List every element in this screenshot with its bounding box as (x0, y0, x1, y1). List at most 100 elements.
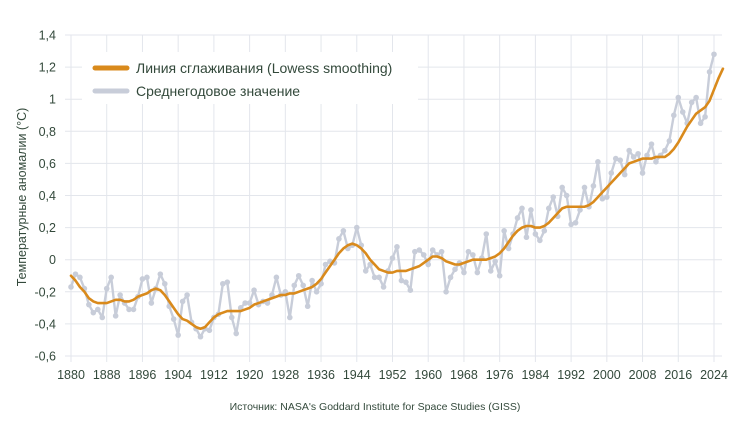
y-tick-label: -0,4 (34, 317, 56, 331)
x-tick-label: 1904 (164, 368, 192, 382)
annual-data-point (206, 327, 213, 334)
annual-data-point (496, 272, 503, 279)
annual-data-point (340, 228, 347, 234)
annual-data-point (461, 269, 467, 276)
y-tick-label: 1,2 (39, 61, 56, 75)
annual-data-point (429, 247, 436, 253)
annual-data-point (537, 237, 543, 244)
annual-data-point (648, 141, 655, 147)
x-tick-label: 1952 (379, 368, 407, 382)
annual-data-point (77, 274, 83, 281)
legend: Линия сглаживания (Lowess smoothing) Сре… (82, 52, 418, 104)
annual-data-point (595, 158, 601, 165)
annual-data-point (309, 277, 315, 284)
annual-data-point (452, 266, 458, 273)
x-tick-label: 2000 (593, 368, 621, 382)
annual-data-point (438, 248, 445, 255)
annual-data-point (353, 224, 360, 231)
annual-data-point (621, 171, 628, 178)
annual-data-point (581, 184, 588, 191)
x-tick-label: 2024 (700, 368, 728, 382)
legend-background (82, 52, 418, 104)
annual-data-point (505, 245, 512, 252)
annual-data-point (86, 301, 92, 308)
annual-data-point (313, 289, 320, 295)
annual-data-point (662, 147, 668, 154)
annual-data-point (532, 231, 539, 237)
annual-data-point (443, 289, 449, 295)
annual-data-point (220, 280, 226, 287)
x-tick-label: 1944 (343, 368, 371, 382)
annual-data-point (635, 150, 641, 157)
x-tick-label: 1912 (200, 368, 228, 382)
annual-data-point (416, 247, 423, 253)
annual-data-point (362, 268, 369, 274)
annual-data-point (487, 268, 494, 274)
y-tick-label: -0,6 (34, 350, 56, 364)
annual-data-point (702, 114, 708, 120)
annual-data-point (666, 138, 673, 144)
annual-data-point (291, 282, 298, 289)
annual-data-point (474, 269, 481, 276)
annual-data-point (519, 205, 525, 212)
annual-data-point (644, 152, 650, 159)
annual-data-point (273, 274, 280, 281)
annual-data-point (412, 248, 418, 255)
annual-data-point (126, 306, 132, 313)
annual-data-point (697, 120, 704, 127)
y-tick-label: 1,4 (39, 29, 56, 43)
annual-data-point (528, 207, 534, 213)
annual-data-point (304, 303, 311, 310)
annual-data-point (112, 313, 119, 319)
y-tick-label: 0,8 (39, 125, 56, 139)
annual-data-point (590, 183, 597, 189)
annual-data-point (72, 271, 79, 277)
annual-data-point (492, 258, 499, 265)
annual-data-point (572, 219, 579, 226)
annual-data-point (550, 194, 557, 200)
annual-data-point (139, 276, 146, 282)
annual-data-point (639, 170, 646, 176)
legend-label-smoothing: Линия сглаживания (Lowess smoothing) (136, 60, 392, 76)
annual-data-point (148, 300, 155, 306)
annual-data-point (563, 192, 570, 199)
annual-data-point (545, 205, 552, 212)
legend-label-annual: Среднегодовое значение (136, 83, 300, 99)
annual-data-point (675, 94, 682, 101)
annual-data-point (653, 158, 659, 165)
annual-data-point (711, 51, 717, 58)
y-tick-label: 0,6 (39, 157, 56, 171)
annual-data-point (577, 207, 583, 213)
annual-data-point (394, 244, 400, 250)
x-tick-label: 1880 (57, 368, 85, 382)
annual-data-point (380, 284, 387, 290)
annual-data-point (559, 184, 565, 191)
annual-data-point (376, 274, 382, 281)
annual-data-point (371, 274, 378, 281)
x-tick-label: 1968 (450, 368, 478, 382)
annual-data-point (688, 99, 695, 106)
annual-data-point (447, 274, 454, 281)
annual-data-point (501, 228, 507, 234)
annual-data-point (295, 272, 302, 279)
annual-data-point (175, 332, 181, 338)
x-tick-label: 1896 (129, 368, 157, 382)
annual-data-point (604, 194, 610, 200)
x-tick-label: 2016 (664, 368, 692, 382)
annual-data-point (246, 300, 253, 306)
annual-data-point (612, 155, 619, 162)
annual-data-point (671, 112, 677, 119)
x-tick-label: 1936 (307, 368, 335, 382)
y-tick-label: 1 (49, 93, 56, 107)
source-note: Источник: NASA's Goddard Institute for S… (230, 401, 521, 413)
x-tick-label: 1920 (236, 368, 264, 382)
annual-data-point (251, 287, 257, 293)
annual-data-point (514, 215, 521, 221)
x-tick-label: 2008 (629, 368, 657, 382)
annual-data-point (179, 298, 186, 305)
annual-data-point (425, 261, 432, 268)
annual-data-point (94, 306, 101, 313)
annual-data-point (68, 284, 74, 290)
annual-data-point (224, 279, 231, 285)
